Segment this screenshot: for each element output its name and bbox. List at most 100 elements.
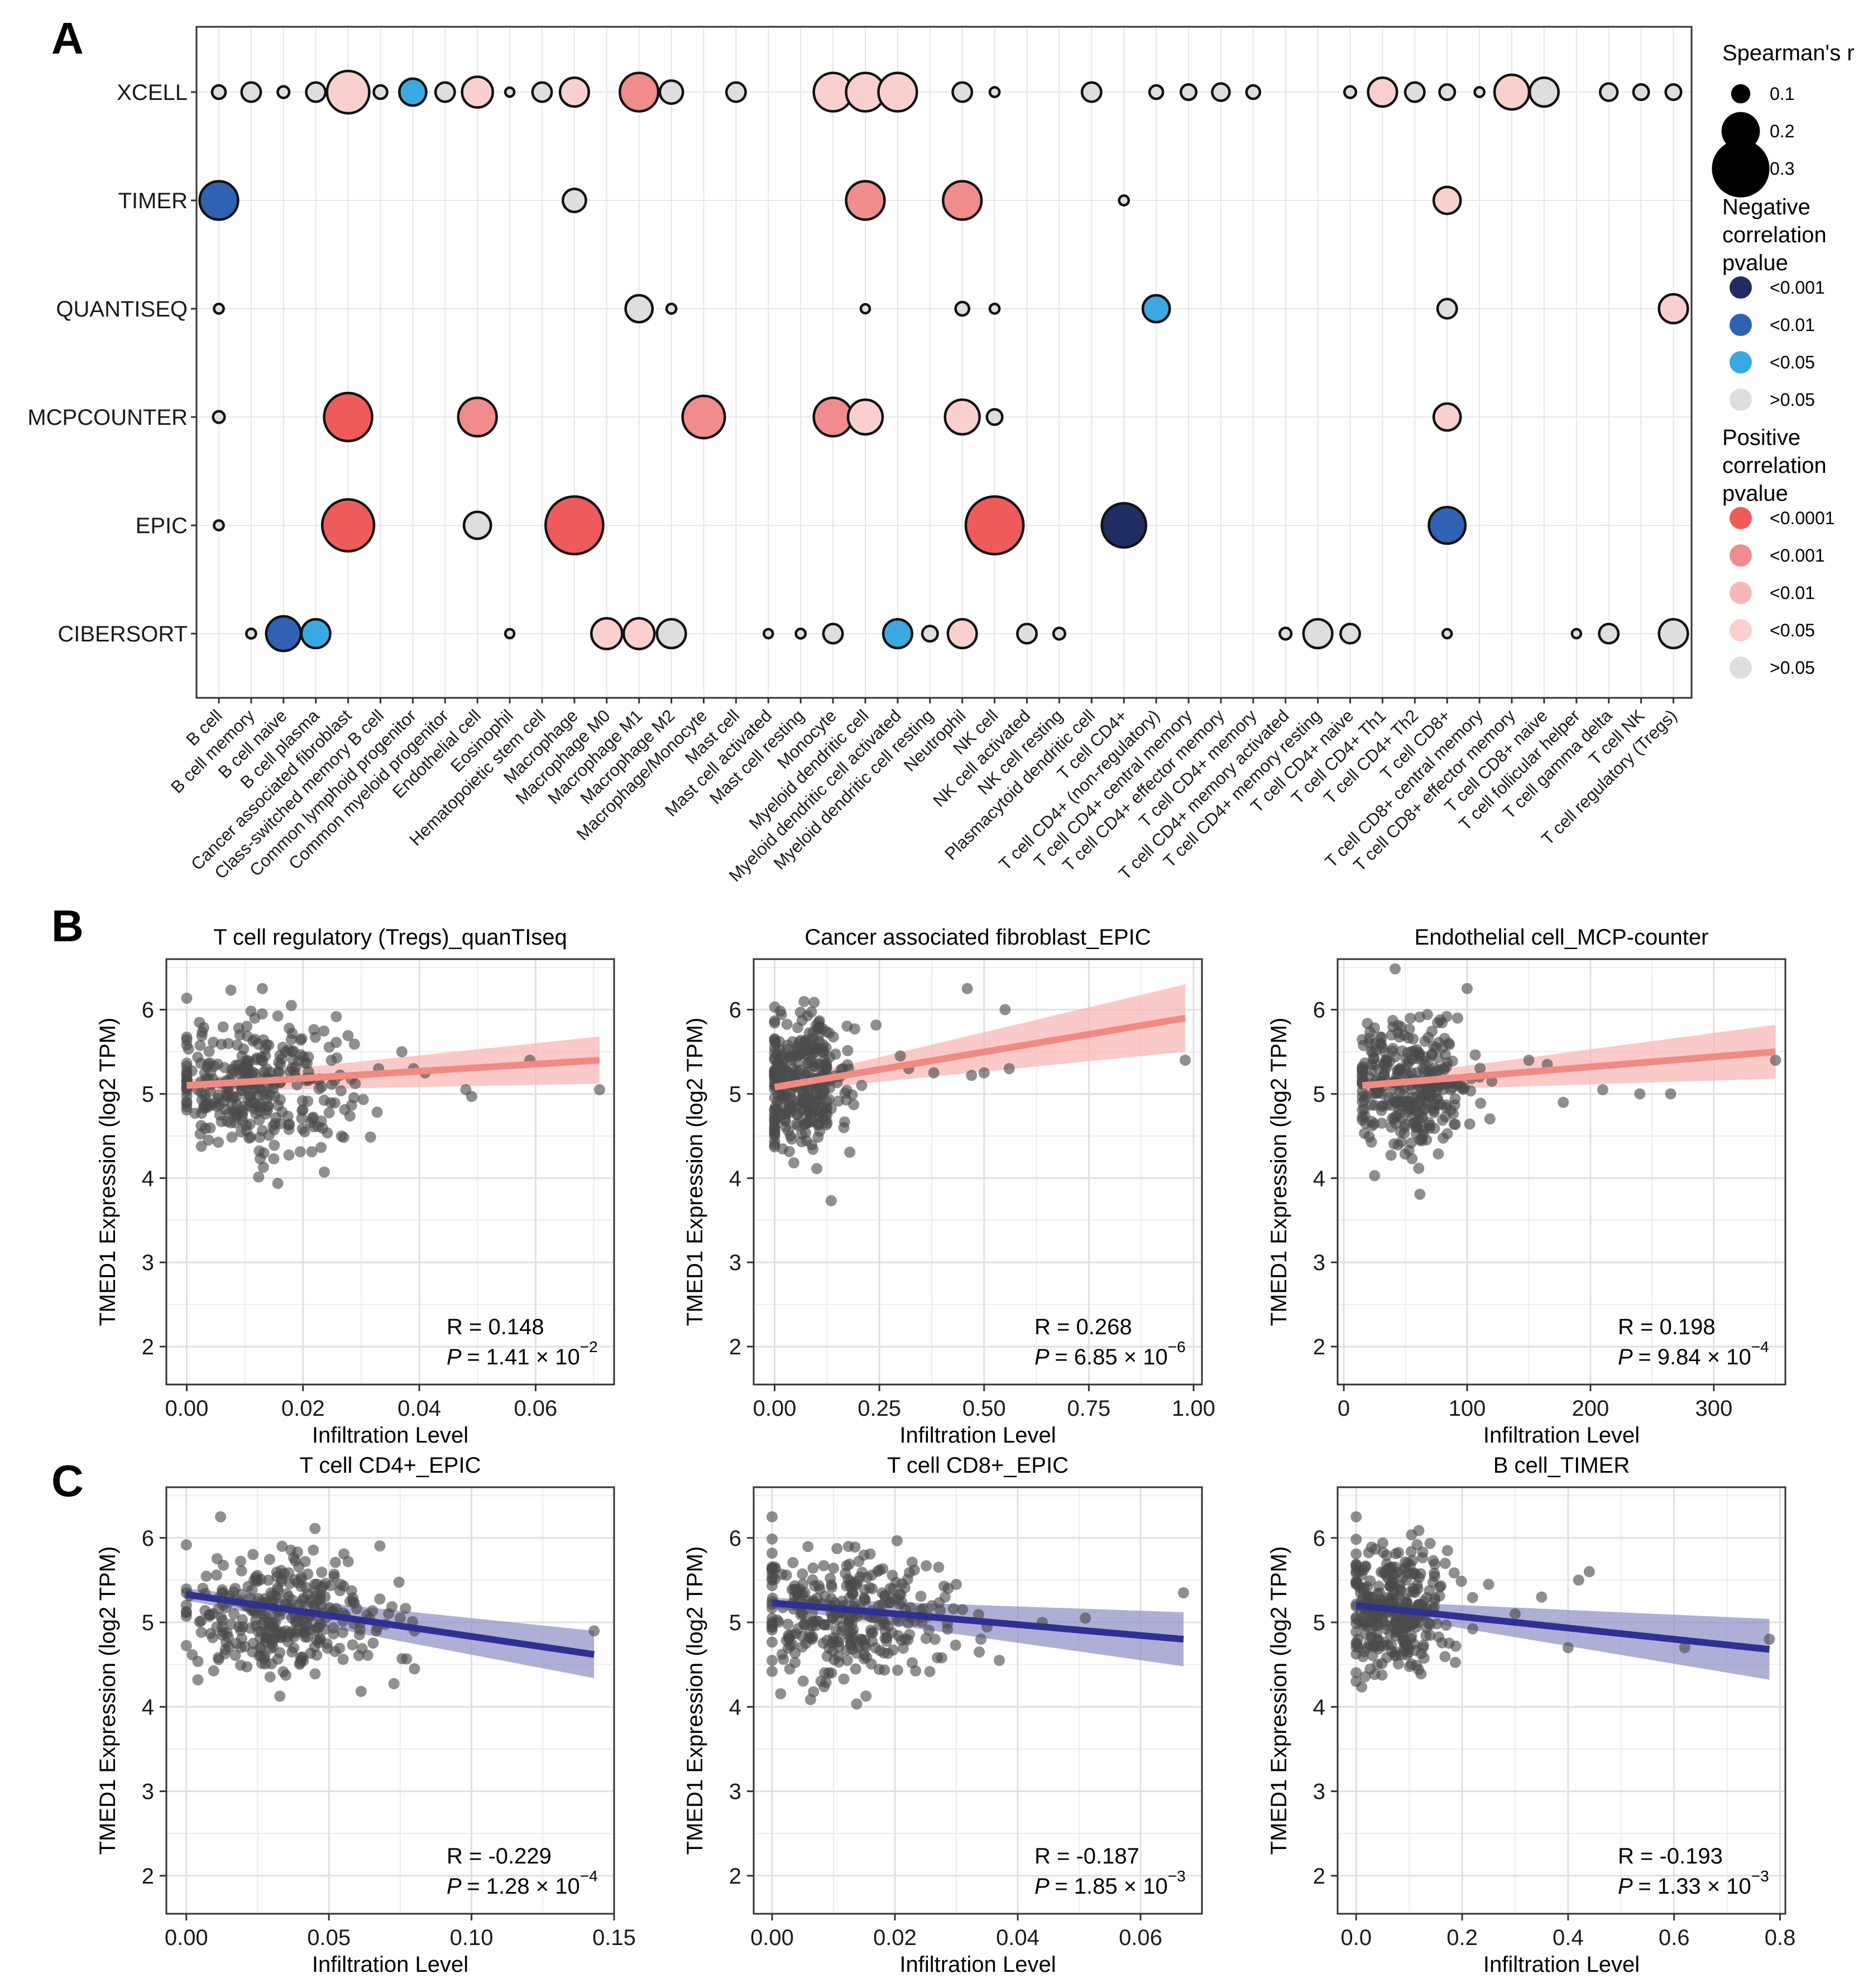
scatter-point: [194, 1128, 206, 1140]
legend-pos-label: >0.05: [1770, 658, 1815, 678]
scatter-point: [338, 1548, 349, 1560]
x-tick-label: 0.04: [996, 1925, 1040, 1950]
scatter-point: [294, 1146, 306, 1158]
scatter-point: [1450, 1640, 1462, 1652]
scatter-point: [1372, 1659, 1383, 1670]
regression-line: [1355, 1602, 1770, 1653]
bubble-point: [1118, 194, 1130, 207]
scatter-point: [204, 1609, 215, 1621]
scatter-point: [1411, 1122, 1422, 1133]
y-tick-label: 2: [142, 1335, 154, 1359]
scatter-point: [264, 1671, 276, 1683]
scatter-point: [788, 1157, 799, 1168]
bubble-point: [434, 81, 456, 103]
scatter-point: [769, 1069, 780, 1080]
scatter-point: [235, 1126, 247, 1138]
scatter-point: [245, 1131, 256, 1143]
bubble-point: [951, 81, 974, 103]
scatter-panel: 0.00 0.25 0.50 0.75 1.00 2 3 4 5 6 Cancer associat…: [683, 925, 1215, 1448]
scatter-point: [1449, 1099, 1460, 1111]
scatter-point: [1412, 1047, 1424, 1058]
scatter-point: [1350, 1534, 1362, 1545]
scatter-point: [195, 1057, 207, 1069]
scatter-point: [1448, 1567, 1460, 1579]
scatter-point: [1401, 1598, 1413, 1609]
bubble-point: [921, 624, 939, 643]
scatter-point: [905, 1602, 917, 1613]
correlation-r: R = 0.148: [447, 1315, 544, 1339]
scatter-point: [807, 1574, 818, 1585]
scatter-point: [1350, 1511, 1362, 1522]
p-symbol: P: [1618, 1345, 1638, 1369]
bubble-point: [1100, 502, 1148, 549]
scatter-point: [338, 1132, 349, 1143]
scatter-point: [804, 1694, 816, 1706]
scatter-point: [1389, 1568, 1401, 1580]
scatter-point: [1376, 1100, 1388, 1112]
bubble-row-label: QUANTISEQ: [56, 297, 188, 322]
bubble-point: [946, 617, 978, 650]
scatter-point: [367, 1637, 379, 1649]
bubble-point: [1343, 85, 1358, 99]
scatter-point: [798, 1118, 809, 1130]
scatter-point: [1448, 1118, 1460, 1130]
bubble-point: [954, 300, 970, 317]
regression-line: [774, 1014, 1186, 1091]
bubble-point: [1441, 627, 1453, 640]
scatter-point: [1440, 1620, 1452, 1631]
panel-label-b: B: [51, 901, 84, 951]
x-tick-label: 200: [1572, 1396, 1609, 1421]
scatter-point: [259, 1609, 271, 1621]
scatter-point: [1413, 1162, 1425, 1174]
scatter-point: [924, 1666, 936, 1678]
scatter-point: [1401, 1574, 1412, 1586]
bubble-point: [942, 180, 983, 221]
x-tick-label: 0.6: [1659, 1925, 1690, 1950]
y-tick-label: 5: [729, 1611, 741, 1635]
scatter-point: [215, 1511, 227, 1522]
legend-pos-label: <0.0001: [1770, 508, 1835, 528]
correlation-r: R = 0.198: [1618, 1315, 1716, 1339]
bubble-point: [1339, 622, 1361, 645]
p-exponent: −3: [1168, 1867, 1186, 1885]
scatter-point: [1390, 1618, 1401, 1630]
scatter-point: [828, 1563, 840, 1574]
scatter-point: [891, 1535, 903, 1546]
scatter-panel: 0 100 200 300 2 3 4 5 6 Endothelial cell_MCP-coun…: [1267, 925, 1786, 1448]
scatter-point: [817, 1637, 829, 1649]
scatter-point: [289, 1555, 301, 1567]
scatter-point: [362, 1650, 373, 1661]
scatter-point: [844, 1146, 856, 1158]
scatter-point: [318, 1166, 330, 1178]
bubble-point: [1598, 622, 1620, 645]
scatter-point: [325, 1055, 337, 1066]
scatter-point: [801, 1084, 812, 1095]
scatter-point: [282, 1119, 294, 1131]
scatter-point: [767, 1655, 778, 1666]
bubble-point: [1302, 617, 1334, 650]
scatter-point: [1350, 1675, 1362, 1687]
bubble-point: [213, 303, 225, 315]
scatter-point: [289, 1066, 300, 1078]
scatter-point: [767, 1636, 778, 1648]
scatter-point: [1429, 1568, 1440, 1579]
scatter-point: [823, 1027, 835, 1039]
scatter-point: [281, 1631, 293, 1642]
scatter-point: [961, 983, 973, 994]
scatter-point: [298, 1627, 310, 1639]
scatter-point: [1406, 1529, 1417, 1541]
y-axis-label: TMED1 Expression (log2 TPM): [683, 1018, 707, 1326]
scatter-point: [250, 1108, 262, 1119]
scatter-point: [784, 1099, 795, 1110]
scatter-point: [1433, 1037, 1445, 1048]
scatter-point: [841, 1644, 852, 1656]
scatter-point: [203, 1134, 214, 1146]
scatter-point: [1441, 1010, 1453, 1022]
scatter-point: [225, 984, 237, 996]
scatter-point: [775, 1009, 787, 1021]
scatter-point: [1366, 1099, 1377, 1111]
bubble-point: [882, 617, 913, 650]
scatter-point: [319, 1623, 330, 1635]
scatter-point: [371, 1625, 382, 1637]
scatter-point: [1428, 1106, 1440, 1118]
